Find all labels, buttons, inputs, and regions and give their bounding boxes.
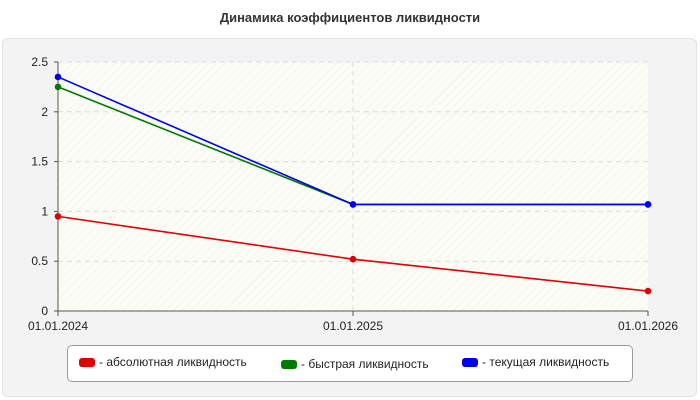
- data-point-1-0: [54, 83, 62, 91]
- data-point-0-2: [644, 287, 652, 295]
- legend-swatch-absolute: [79, 357, 95, 367]
- y-tick-label: 2.5: [31, 55, 48, 69]
- y-tick-label: 1.5: [31, 155, 48, 169]
- legend-label-quick: - быстрая ликвидность: [301, 357, 429, 371]
- legend-item-quick: - быстрая ликвидность: [281, 357, 429, 371]
- y-tick-label: 0: [41, 304, 48, 318]
- legend-swatch-current: [462, 357, 478, 367]
- data-point-2-1: [349, 201, 357, 208]
- x-tick-labels: 01.01.2024 01.01.2025 01.01.2026: [28, 319, 678, 333]
- legend: - абсолютная ликвидность - быстрая ликви…: [67, 345, 633, 382]
- data-point-0-1: [349, 255, 357, 263]
- axes: [54, 61, 649, 316]
- y-tick-labels: 0 0.5 1 1.5 2 2.5: [31, 55, 48, 318]
- y-tick-label: 2: [41, 105, 48, 119]
- y-tick-label: 0.5: [31, 254, 48, 268]
- x-tick-label: 01.01.2024: [28, 319, 88, 333]
- legend-label-absolute: - абсолютная ликвидность: [99, 355, 247, 369]
- chart-title: Динамика коэффициентов ликвидности: [219, 10, 481, 25]
- legend-label-current: - текущая ликвидность: [482, 355, 610, 369]
- data-point-0-0: [54, 213, 62, 220]
- data-point-2-2: [644, 201, 652, 208]
- series-group: [54, 73, 652, 295]
- legend-swatch-quick: [281, 359, 297, 369]
- x-tick-label: 01.01.2025: [323, 319, 383, 333]
- data-point-2-0: [54, 73, 62, 81]
- legend-item-current: - текущая ликвидность: [462, 355, 609, 369]
- legend-item-absolute: - абсолютная ликвидность: [79, 355, 247, 369]
- y-tick-label: 1: [41, 204, 48, 218]
- x-tick-label: 01.01.2026: [618, 319, 678, 333]
- grid-lines: [58, 61, 648, 311]
